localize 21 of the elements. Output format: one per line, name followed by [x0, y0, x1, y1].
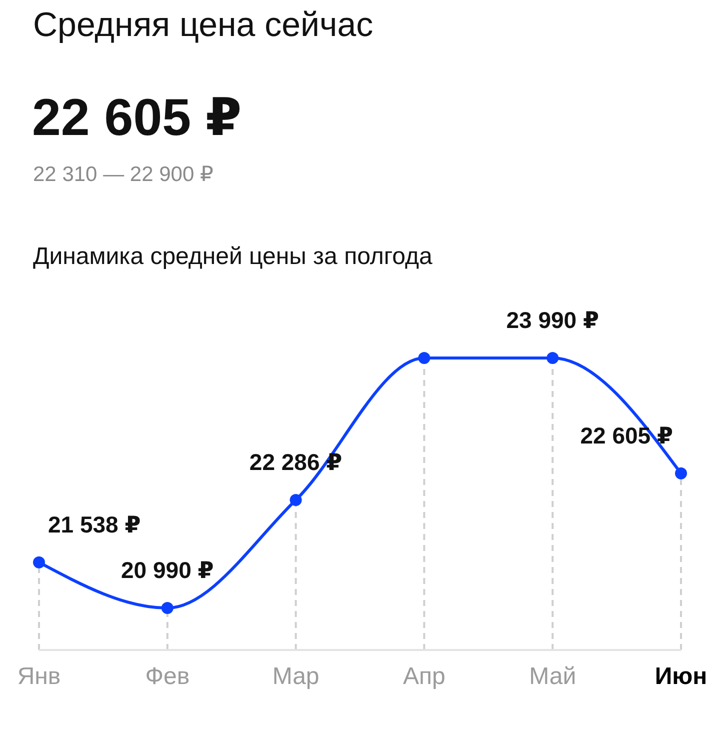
point — [675, 467, 687, 480]
x-tick-label: Янв — [17, 663, 61, 690]
point — [290, 494, 302, 506]
x-tick-label: Апр — [403, 663, 446, 690]
data-label: 23 990 ₽ — [506, 307, 599, 333]
chart-title: Средняя цена сейчас — [33, 6, 374, 45]
data-label: 22 286 ₽ — [249, 449, 342, 475]
data-label: 22 605 ₽ — [580, 422, 673, 448]
x-tick-label: Июн — [654, 663, 708, 690]
x-tick-label: Мар — [272, 663, 320, 690]
text: 22 310 — 22 900 ₽ — [33, 162, 214, 187]
data-label: 20 990 ₽ — [121, 557, 214, 583]
point — [546, 352, 559, 364]
point — [33, 556, 45, 568]
point — [161, 602, 174, 614]
point — [418, 352, 430, 364]
text: Динамика средней цены за полгода — [33, 243, 432, 271]
chart-subtitle: 22 605 ₽ — [32, 88, 242, 148]
data-label: 21 538 ₽ — [48, 511, 141, 538]
x-tick-label: Май — [529, 663, 576, 690]
x-tick-label: Фев — [145, 663, 190, 690]
